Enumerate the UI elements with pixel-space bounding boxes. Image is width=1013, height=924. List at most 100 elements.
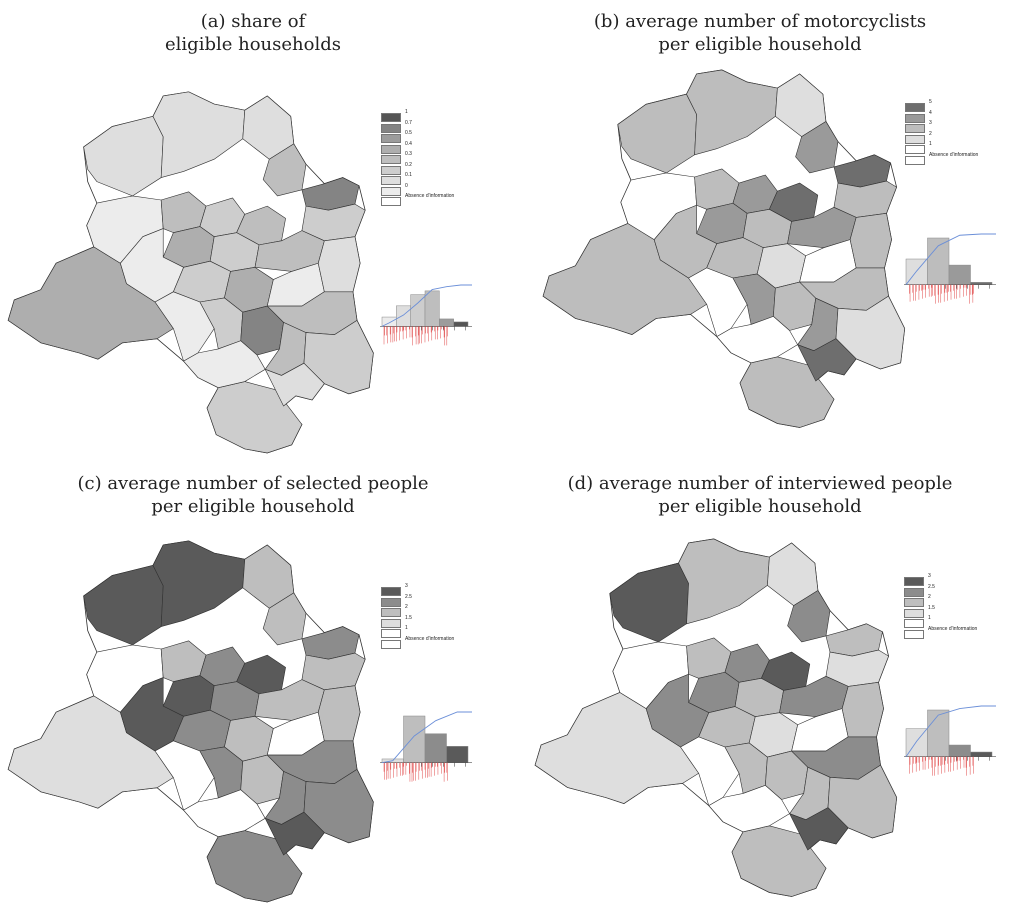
- legend-label: 0.4: [405, 140, 412, 147]
- choropleth-map: [534, 538, 898, 897]
- map-region-s-6: [797, 338, 857, 382]
- choropleth-map: [7, 91, 374, 454]
- legend-swatch: [381, 134, 401, 143]
- panel-subtitle: per eligible household: [151, 496, 355, 517]
- histogram-bar: [424, 733, 447, 763]
- legend-swatch: [381, 113, 401, 122]
- legend-label: Absence d'information: [405, 635, 455, 642]
- distribution-histogram: [380, 711, 472, 782]
- legend-label: 0: [405, 182, 408, 189]
- legend-swatch: [381, 176, 401, 185]
- legend-label: 4: [929, 109, 932, 116]
- cumulative-curve: [381, 711, 472, 764]
- legend-swatch: [381, 587, 401, 596]
- map-panel-c: (c) average number of selected people pe…: [0, 462, 506, 924]
- map-region-e-3: [317, 685, 361, 742]
- legend-swatch: [905, 103, 925, 112]
- map-panel-b: (b) average number of motorcyclists per …: [507, 0, 1013, 462]
- choropleth-map: [7, 540, 374, 903]
- legend-label: 1: [929, 141, 932, 147]
- panel-subtitle: per eligible household: [658, 34, 862, 55]
- map-region-w-2: [680, 736, 740, 806]
- legend-swatch: [905, 145, 925, 154]
- map-region-e-3: [841, 682, 884, 738]
- legend-swatch: [905, 124, 925, 133]
- legend-label: 0.5: [405, 130, 412, 136]
- cumulative-curve: [905, 233, 996, 285]
- distribution-histogram: [380, 284, 472, 346]
- legend-label: 3: [929, 120, 932, 126]
- legend-swatch: [905, 155, 925, 165]
- map-region-e-3: [849, 213, 892, 269]
- panel-subtitle: eligible households: [165, 34, 341, 55]
- legend-label: 0.3: [405, 151, 412, 157]
- legend-swatch: [381, 608, 401, 617]
- legend-swatch: [904, 619, 924, 628]
- histogram-bar: [439, 318, 454, 327]
- panel-title: (a) share of: [200, 11, 306, 32]
- legend-swatch: [381, 197, 401, 206]
- legend-swatch: [381, 155, 401, 164]
- legend-label: 1: [405, 625, 408, 631]
- legend-label: 5: [929, 99, 932, 105]
- histogram-bar: [970, 751, 993, 757]
- map-region-s-5: [708, 785, 790, 833]
- legend-swatch: [904, 629, 924, 639]
- map-region-s-5: [183, 789, 266, 837]
- legend-label: Absence d'information: [929, 151, 979, 158]
- legend-label: 3: [405, 583, 408, 589]
- histogram-bar: [927, 237, 950, 285]
- legend-label: 2: [405, 604, 408, 610]
- legend-label: 2.5: [928, 583, 935, 590]
- legend-swatch: [904, 598, 924, 607]
- legend-label: 0.1: [405, 172, 412, 178]
- legend-swatch: [381, 123, 401, 133]
- histogram-bar: [453, 321, 469, 327]
- legend-swatch: [381, 629, 401, 638]
- legend-swatch: [381, 597, 401, 607]
- map-panel-d: (d) average number of interviewed people…: [507, 462, 1013, 924]
- legend-label: 1: [928, 615, 931, 621]
- map-region-s-6: [264, 362, 325, 407]
- histogram-bar: [948, 264, 971, 285]
- distribution-histogram: [904, 705, 996, 776]
- cumulative-curve: [381, 284, 472, 327]
- histogram-bar: [410, 294, 426, 327]
- legend-swatch: [904, 608, 924, 618]
- panel-title: (d) average number of interviewed people: [567, 473, 953, 494]
- legend-label: 3: [928, 573, 931, 579]
- histogram-bar: [927, 709, 950, 757]
- legend-swatch: [381, 639, 401, 649]
- histogram-bar: [403, 715, 426, 763]
- legend-label: 1.5: [928, 604, 935, 611]
- legend-swatch: [381, 186, 401, 196]
- legend-swatch: [904, 577, 924, 586]
- legend-label: Absence d'information: [405, 193, 455, 199]
- map-region-s-5: [716, 316, 798, 364]
- legend-swatch: [381, 618, 401, 628]
- map-region-w-2: [154, 291, 215, 362]
- histogram-bar: [446, 746, 469, 763]
- legend-swatch: [905, 113, 925, 123]
- cumulative-curve: [905, 705, 996, 757]
- histogram-bar: [396, 305, 411, 327]
- choropleth-map: [542, 69, 906, 428]
- map-region-w-2: [688, 267, 748, 337]
- map-region-s-6: [789, 807, 849, 851]
- legend-label: 1.5: [405, 614, 412, 621]
- legend-label: 1: [405, 109, 408, 115]
- map-panel-a: (a) share of eligible households 1 0.7 0.5…: [0, 0, 506, 462]
- map-region-w-2: [154, 740, 215, 811]
- legend-label: Absence d'information: [928, 625, 978, 632]
- map-region-s-6: [264, 811, 325, 856]
- legend-swatch: [905, 134, 925, 144]
- legend-label: 2: [929, 130, 932, 137]
- legend-swatch: [381, 165, 401, 175]
- legend-swatch: [904, 587, 924, 597]
- map-region-s-5: [183, 340, 266, 388]
- legend-label: 2: [928, 594, 931, 600]
- legend-label: 0.2: [405, 161, 412, 168]
- panel-title: (c) average number of selected people: [77, 473, 429, 494]
- legend-swatch: [381, 144, 401, 154]
- legend-label: 2.5: [405, 593, 412, 600]
